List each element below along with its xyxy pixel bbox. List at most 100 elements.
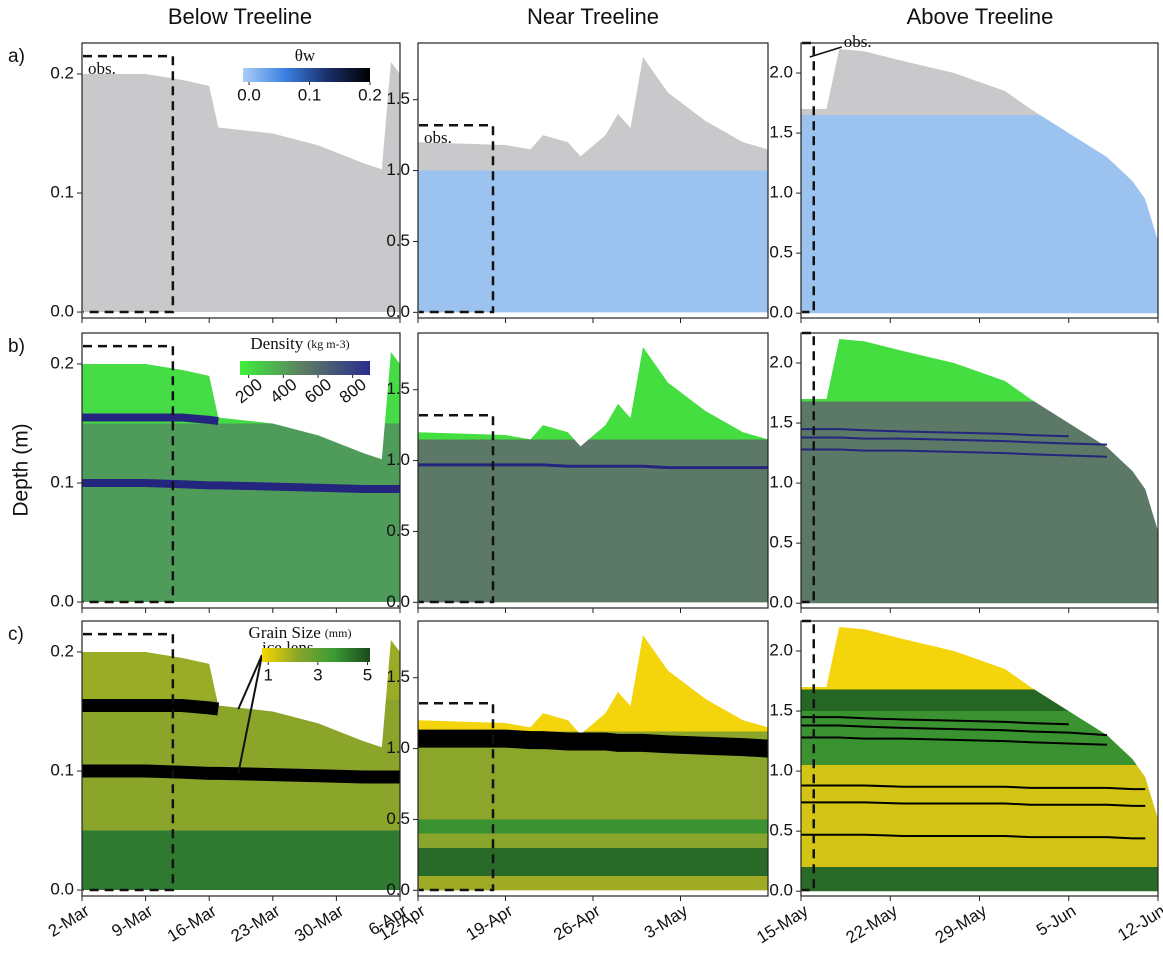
- x-tick-label: 23-Mar: [228, 901, 284, 946]
- x-tick-label: 9-Mar: [108, 901, 156, 941]
- y-tick-label: 0.0: [50, 302, 74, 321]
- y-tick-label: 2.0: [769, 353, 793, 372]
- panel-b-2: [801, 339, 1158, 604]
- panel-a-2: [801, 49, 1158, 314]
- x-tick-label: 15-May: [753, 901, 812, 947]
- x-tick-label: 12-Jun: [1114, 901, 1163, 945]
- obs-label: obs.: [424, 128, 452, 147]
- colorbar-tick-label: 1: [263, 665, 272, 684]
- colorbar-title: Density (kg m-3): [250, 334, 349, 353]
- panel-c-1: [418, 635, 768, 891]
- colorbar-tick-label: 200: [232, 375, 266, 407]
- annotation-leader: [237, 654, 263, 774]
- column-title: Above Treeline: [907, 4, 1054, 29]
- panel-label: b): [8, 336, 25, 357]
- obs-label: obs.: [88, 59, 116, 78]
- panel-frame: [81, 332, 401, 609]
- snowpack-area: [418, 635, 768, 891]
- obs-box: [802, 619, 815, 892]
- y-tick-label: 0.5: [769, 533, 793, 552]
- y-tick-label: 0.5: [769, 821, 793, 840]
- obs-box: [83, 632, 175, 892]
- y-tick-label: 1.0: [769, 761, 793, 780]
- obs-box: [419, 123, 495, 314]
- snowpack-area: [801, 49, 1158, 314]
- snowpack-area: [418, 347, 768, 603]
- y-tick-label: 0.1: [50, 472, 74, 491]
- y-tick-label: 1.0: [769, 183, 793, 202]
- y-tick-label: 0.0: [769, 593, 793, 612]
- obs-box: [802, 41, 815, 314]
- column-title: Near Treeline: [527, 4, 659, 29]
- obs-label: obs.: [844, 32, 872, 51]
- y-tick-label: 0.0: [386, 592, 410, 611]
- panel-c-2: [801, 627, 1158, 892]
- colorbar-tick-label: 0.0: [237, 85, 261, 104]
- colorbar: [243, 68, 370, 82]
- x-tick-label: 5-Jun: [1033, 901, 1079, 940]
- x-tick-label: 29-May: [932, 901, 991, 947]
- x-tick-label: 22-May: [843, 901, 902, 947]
- y-tick-label: 0.1: [50, 182, 74, 201]
- y-axis-label: Depth (m): [10, 423, 33, 516]
- panel-label: c): [8, 624, 24, 645]
- ice-lens: [801, 736, 1108, 746]
- x-tick-label: 30-Mar: [291, 901, 347, 946]
- colorbar-title: θw: [295, 46, 316, 65]
- y-tick-label: 0.5: [386, 809, 410, 828]
- y-tick-label: 0.1: [50, 760, 74, 779]
- ice-lens: [82, 479, 400, 493]
- y-tick-label: 2.0: [769, 63, 793, 82]
- snowpack-area: [801, 627, 1158, 892]
- colorbar-tick-label: 800: [336, 375, 370, 407]
- colorbar-tick-label: 0.1: [298, 85, 322, 104]
- y-tick-label: 1.5: [386, 667, 410, 686]
- y-tick-label: 0.0: [50, 880, 74, 899]
- y-tick-label: 1.0: [386, 450, 410, 469]
- ice-lens: [82, 764, 400, 784]
- obs-box: [83, 54, 175, 314]
- obs-box: [83, 344, 175, 604]
- y-tick-label: 0.0: [769, 881, 793, 900]
- snowpack-area: [82, 62, 400, 313]
- y-tick-label: 1.5: [386, 89, 410, 108]
- panel-a-1: [418, 57, 768, 313]
- x-tick-label: 2-Mar: [45, 901, 93, 941]
- x-tick-label: 26-Apr: [550, 901, 604, 944]
- ice-lens: [801, 784, 1146, 791]
- ice-lens: [801, 833, 1146, 840]
- obs-box: [419, 701, 495, 892]
- colorbar: [262, 648, 370, 662]
- annotation-leader: [237, 654, 263, 710]
- ice-lens: [801, 716, 1069, 726]
- colorbar-tick-label: 600: [301, 375, 335, 407]
- y-tick-label: 1.0: [386, 738, 410, 757]
- ice-lens: [801, 436, 1108, 446]
- ice-lens: [82, 699, 220, 716]
- panel-frame: [81, 42, 401, 319]
- colorbar-tick-label: 3: [313, 665, 322, 684]
- y-tick-label: 1.0: [769, 473, 793, 492]
- colorbar-tick-label: 400: [266, 375, 300, 407]
- ice-lens: [418, 729, 768, 758]
- y-tick-label: 0.5: [769, 243, 793, 262]
- x-tick-label: 16-Mar: [164, 901, 220, 946]
- ice-lens: [801, 724, 1108, 737]
- y-tick-label: 1.0: [386, 160, 410, 179]
- y-tick-label: 0.2: [50, 641, 74, 660]
- panel-label: a): [8, 46, 25, 67]
- snowpack-area: [801, 339, 1158, 604]
- column-title: Below Treeline: [168, 4, 312, 29]
- y-tick-label: 0.2: [50, 63, 74, 82]
- y-tick-label: 1.5: [769, 701, 793, 720]
- y-tick-label: 0.0: [769, 303, 793, 322]
- y-tick-label: 0.5: [386, 231, 410, 250]
- ice-lens: [418, 463, 768, 470]
- colorbar: [240, 361, 370, 375]
- ice-lens: [801, 428, 1069, 438]
- panel-frame: [81, 620, 401, 897]
- obs-box: [419, 413, 495, 604]
- y-tick-label: 0.2: [50, 353, 74, 372]
- y-tick-label: 1.5: [769, 123, 793, 142]
